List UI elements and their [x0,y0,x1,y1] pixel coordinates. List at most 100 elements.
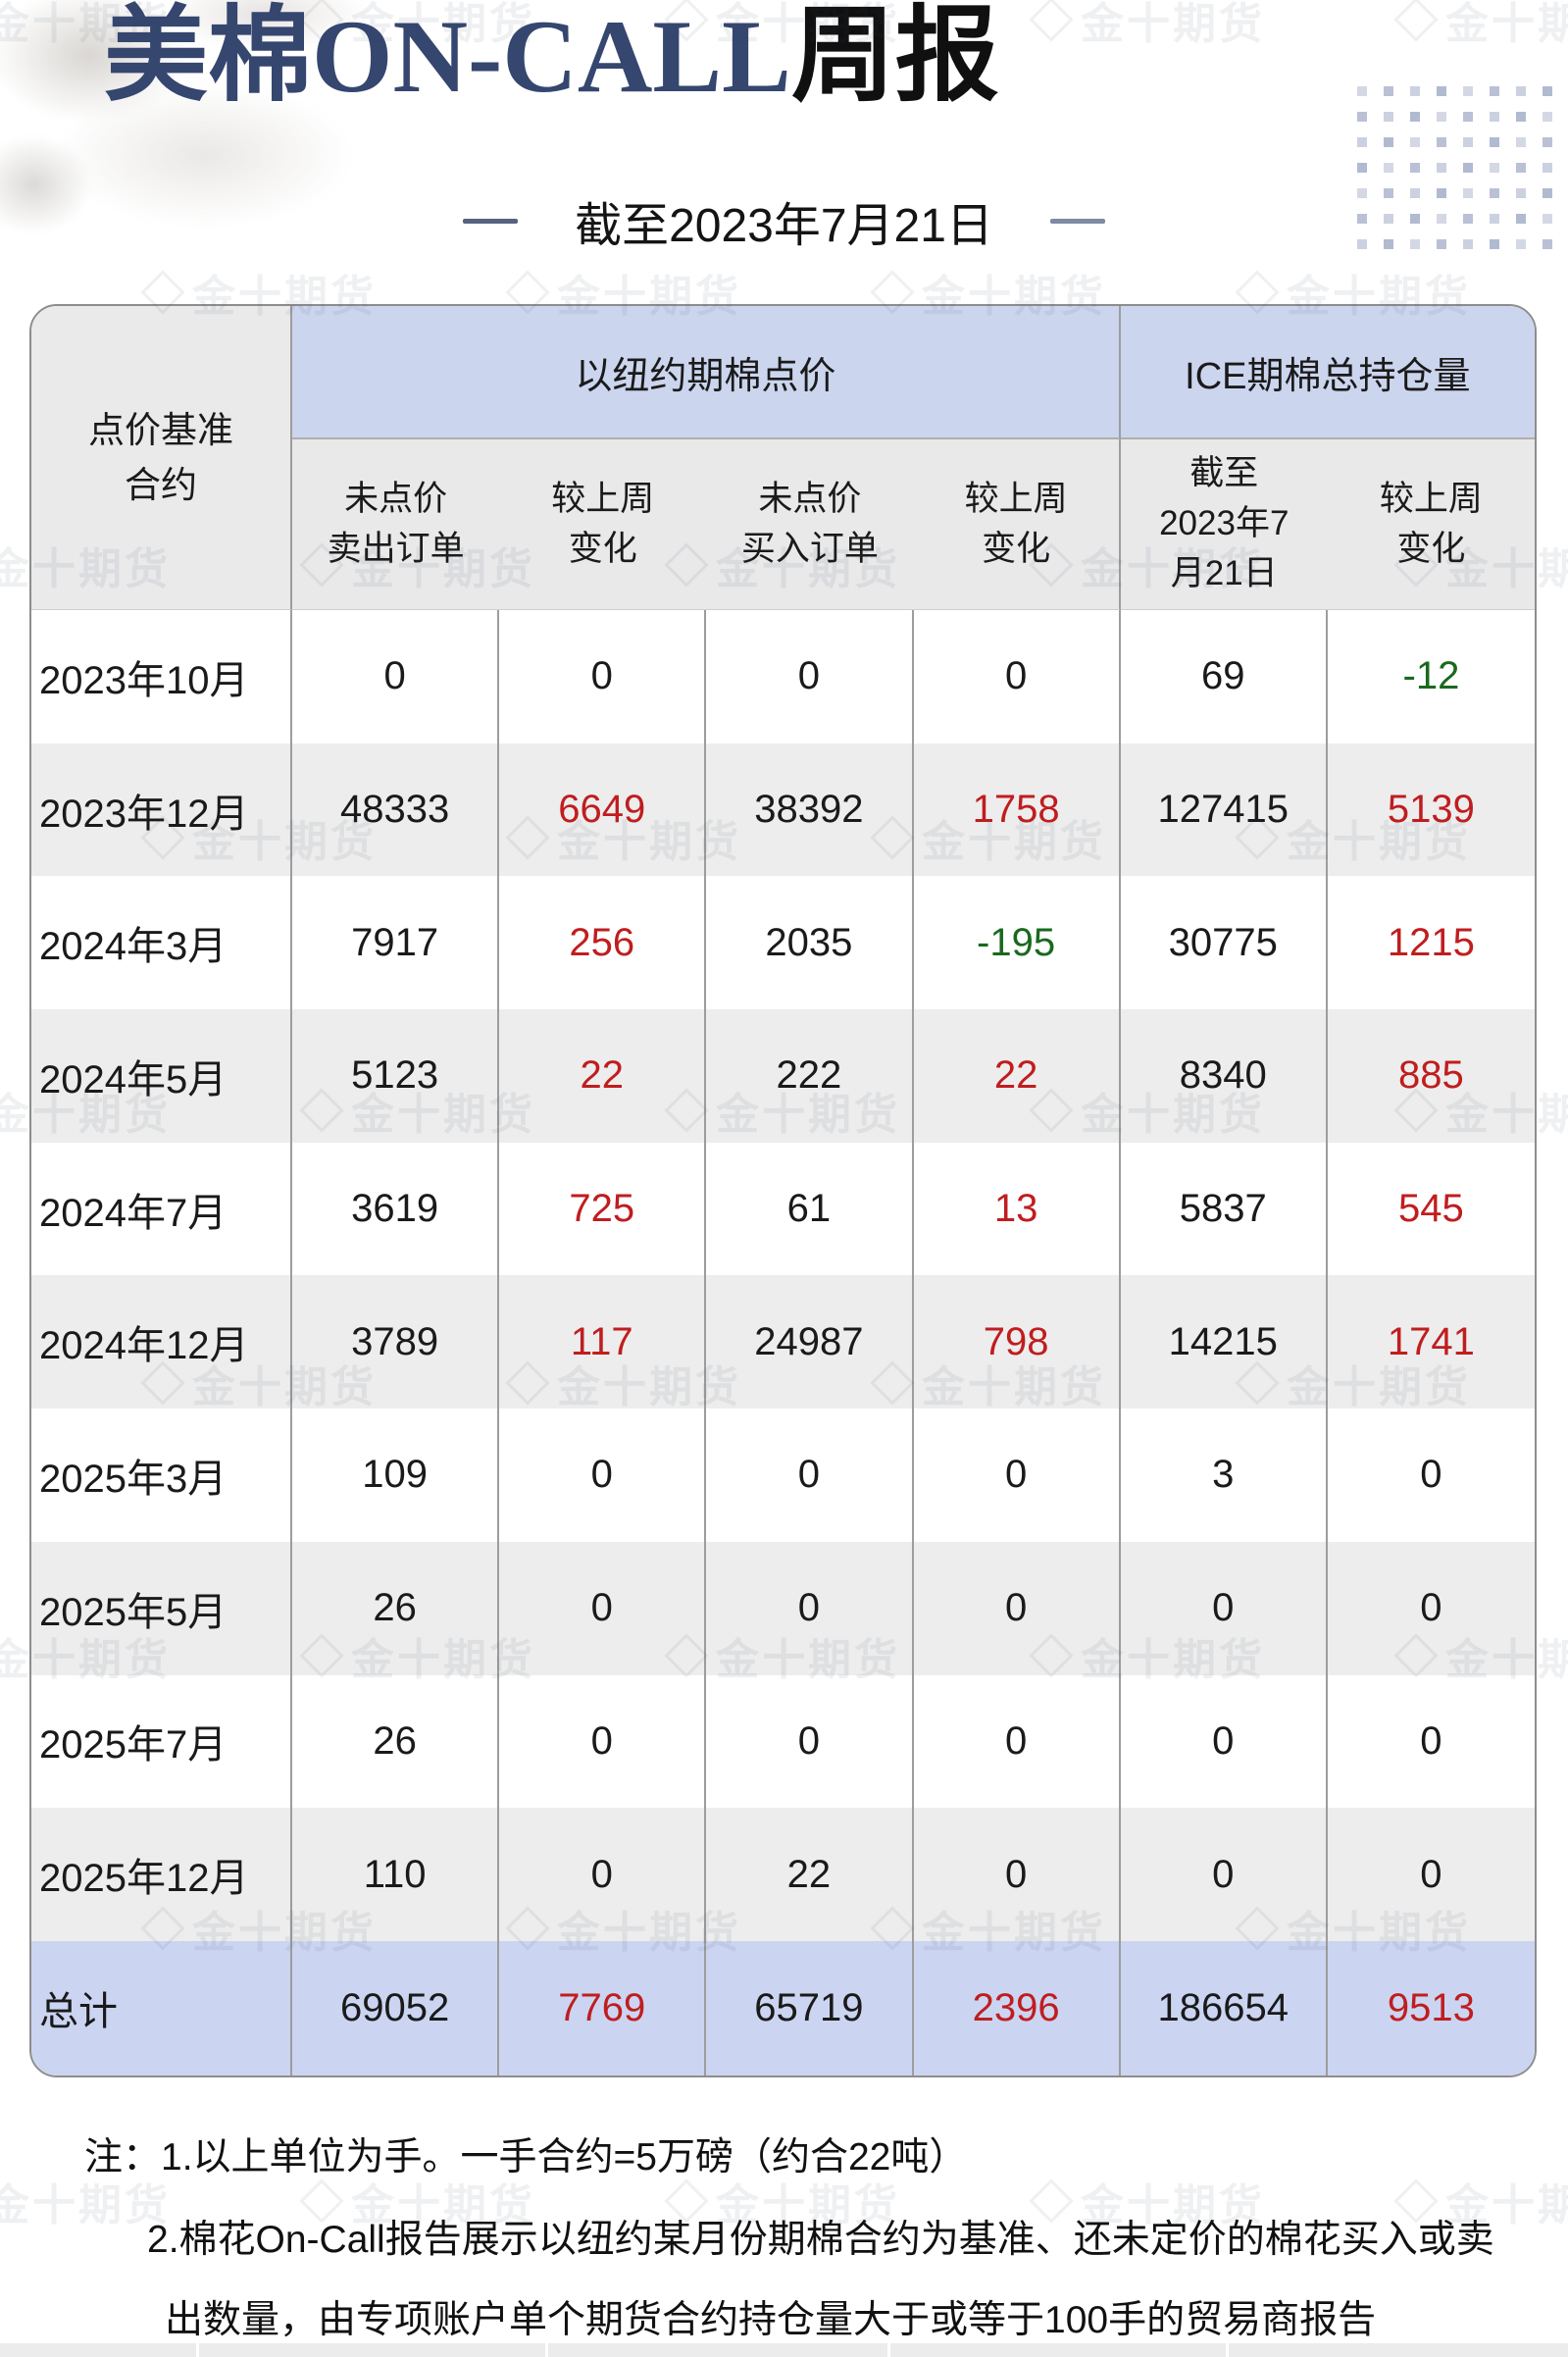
value-cell: 0 [1327,1541,1535,1675]
dot-square [1543,137,1552,147]
value-cell: 5123 [292,1009,500,1143]
dot-square [1384,163,1393,173]
value-cell: 38392 [706,743,914,877]
row-label: 2023年10月 [31,610,292,743]
row-label: 2023年12月 [31,743,292,877]
col-header-as-of-date: 截至 2023年7 月21日 [1120,439,1328,610]
value-cell: 0 [913,610,1121,743]
value-cell: 8340 [1120,1009,1328,1143]
dot-square [1543,188,1552,198]
watermark-logo-icon [1393,0,1439,42]
total-row-label: 总计 [31,1940,292,2075]
page-title: 美棉ON-CALL周报 [104,2,999,111]
dot-square [1410,163,1420,173]
title-main: 美棉ON-CALL [104,0,791,114]
strip-divider [887,2343,890,2357]
footnote-line: 2.棉花On-Call报告展示以纽约某月份期棉合约为基准、还未定价的棉花买入或卖 [147,2219,1494,2261]
dot-square [1357,163,1367,173]
dot-grid-decoration [1357,86,1563,263]
dot-square [1463,86,1473,96]
row-label: 2025年7月 [31,1674,292,1809]
dot-square [1357,137,1367,147]
value-cell: 6649 [499,743,707,877]
value-cell: 798 [913,1275,1121,1409]
value-cell: 26 [292,1674,500,1809]
value-cell: 117 [499,1275,707,1409]
value-cell: 0 [913,1541,1121,1675]
value-cell: 127415 [1120,743,1328,877]
dot-square [1490,214,1499,224]
dot-square [1437,214,1446,224]
dot-square [1410,239,1420,249]
value-cell: 61 [706,1142,914,1276]
col-header-unpriced-sell-orders: 未点价 卖出订单 [292,439,500,610]
dot-square [1463,163,1473,173]
strip-divider [196,2343,199,2357]
dot-square [1463,214,1473,224]
dot-square [1410,188,1420,198]
value-cell: 5139 [1327,743,1535,877]
value-cell: 69052 [292,1940,500,2075]
value-cell: 3619 [292,1142,500,1276]
value-cell: 0 [1120,1674,1328,1809]
dot-square [1410,137,1420,147]
value-cell: 0 [1120,1541,1328,1675]
value-cell: 725 [499,1142,707,1276]
value-cell: 222 [706,1009,914,1143]
value-cell: 545 [1327,1142,1535,1276]
left-dash-decoration [463,218,519,224]
footnote-line: 出数量，由专项账户单个期货合约持仓量大于或等于100手的贸易商报告 [165,2299,1377,2341]
value-cell: 24987 [706,1275,914,1409]
dot-square [1384,214,1393,224]
dot-square [1384,239,1393,249]
dot-square [1357,188,1367,198]
value-cell: 0 [706,1674,914,1809]
dot-square [1516,86,1526,96]
col-header-wow-change-1: 较上周 变化 [499,439,707,610]
group-header-ice-open-interest: ICE期棉总持仓量 [1120,306,1535,439]
dot-square [1410,112,1420,122]
value-cell: 69 [1120,610,1328,743]
dot-square [1437,86,1446,96]
value-cell: 0 [499,1808,707,1941]
value-cell: 22 [499,1009,707,1143]
oncall-table: 点价基准 合约 以纽约期棉点价 ICE期棉总持仓量 未点价 卖出订单 较上周 变… [29,304,1537,2077]
value-cell: 0 [706,1409,914,1542]
dot-square [1543,112,1552,122]
value-cell: 0 [499,610,707,743]
dot-square [1357,239,1367,249]
report-date: 截至2023年7月21日 [575,200,993,252]
value-cell: 0 [499,1409,707,1542]
value-cell: 1215 [1327,876,1535,1010]
value-cell: 48333 [292,743,500,877]
cotton-photo-decoration [0,0,412,255]
watermark-logo-icon [1029,0,1074,42]
dot-square [1543,163,1552,173]
row-label: 2025年12月 [31,1808,292,1941]
watermark-unit: 金十期货 [1393,0,1568,51]
value-cell: 0 [1120,1808,1328,1941]
watermark-text: 金十期货 [1081,0,1265,48]
value-cell: 65719 [706,1940,914,2075]
dot-square [1357,86,1367,96]
dot-square [1463,137,1473,147]
value-cell: 22 [706,1808,914,1941]
value-cell: 2396 [913,1940,1121,2075]
value-cell: 30775 [1120,876,1328,1010]
dot-square [1437,112,1446,122]
value-cell: 0 [499,1541,707,1675]
value-cell: 0 [706,610,914,743]
dot-square [1516,112,1526,122]
footnotes: 注：1.以上单位为手。一手合约=5万磅（约合22吨） 2.棉花On-Call报告… [0,2126,1568,2344]
dot-square [1463,112,1473,122]
value-cell: 3789 [292,1275,500,1409]
dot-square [1437,239,1446,249]
value-cell: 110 [292,1808,500,1941]
title-suffix: 周报 [790,0,999,114]
value-cell: 1758 [913,743,1121,877]
value-cell: 7769 [499,1940,707,2075]
value-cell: 0 [913,1674,1121,1809]
dot-square [1437,163,1446,173]
dot-square [1543,214,1552,224]
